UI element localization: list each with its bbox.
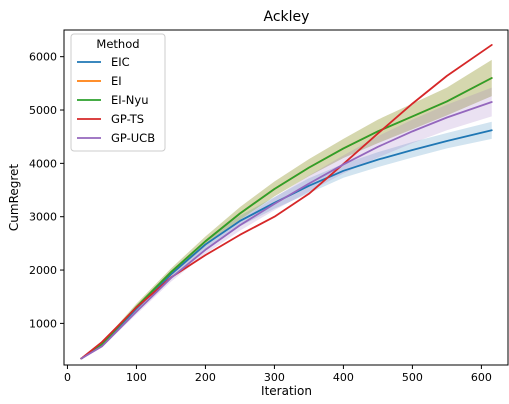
series-lines (80, 44, 493, 360)
x-tick-label: 200 (195, 371, 216, 384)
y-tick-label: 5000 (29, 104, 57, 117)
legend: Method EIC EI EI-Nyu GP-TS GP-UCB (70, 33, 166, 152)
axes: 0 100 200 300 400 500 600 1000 2000 3000 4000 5000 6… (29, 29, 509, 384)
band-gp-ucb (81, 87, 492, 360)
y-tick-label: 6000 (29, 51, 57, 64)
y-tick-label: 2000 (29, 264, 57, 277)
y-tick-label: 1000 (29, 317, 57, 330)
legend-label-gp-ucb: GP-UCB (111, 131, 155, 145)
x-tick-label: 600 (471, 371, 492, 384)
legend-label-ei-nyu: EI-Nyu (111, 93, 149, 107)
y-tick-label: 3000 (29, 211, 57, 224)
legend-label-ei: EI (111, 74, 122, 88)
legend-title: Method (96, 37, 139, 51)
band-ei-nyu (81, 59, 492, 360)
legend-label-eic: EIC (111, 55, 130, 69)
x-tick-label: 500 (402, 371, 423, 384)
legend-label-gp-ts: GP-TS (111, 112, 144, 126)
band-eic (81, 121, 492, 360)
series-line-gp-ucb (80, 101, 493, 360)
x-tick-label: 100 (126, 371, 147, 384)
x-tick-label: 300 (264, 371, 285, 384)
legend-box (70, 33, 166, 152)
x-tick-label: 0 (64, 371, 71, 384)
plot-frame (63, 29, 509, 366)
band-ei (81, 59, 492, 360)
x-tick-label: 400 (333, 371, 354, 384)
confidence-bands (81, 59, 492, 360)
y-tick-label: 4000 (29, 157, 57, 170)
y-axis-label: CumRegret (7, 164, 21, 232)
x-axis-label: Iteration (261, 384, 312, 398)
series-line-eic (80, 129, 493, 360)
series-line-gp-ts (80, 44, 493, 360)
chart-title: Ackley (264, 9, 310, 25)
